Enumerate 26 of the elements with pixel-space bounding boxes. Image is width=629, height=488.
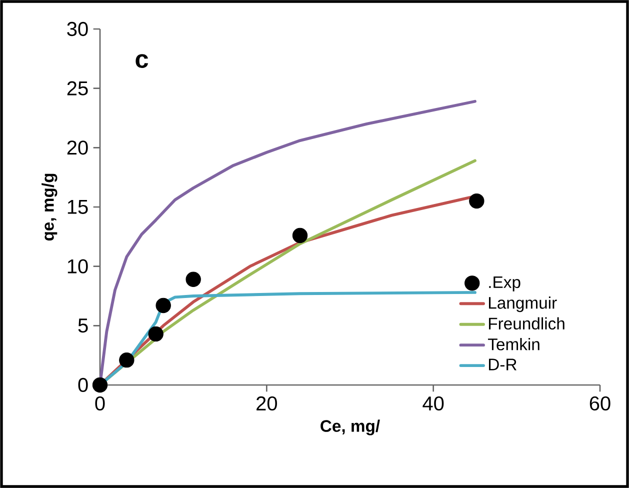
y-tick-label: 10 — [68, 259, 88, 274]
legend-label: Freundlich — [488, 317, 564, 330]
legend-label: Temkin — [488, 338, 540, 350]
legend-label: D-R — [488, 358, 516, 370]
x-tick-label: 40 — [422, 396, 444, 411]
y-tick-label: 25 — [67, 81, 88, 96]
y-tick-label: 5 — [78, 318, 88, 333]
legend-label: .Exp — [489, 276, 520, 292]
point — [186, 272, 201, 287]
point — [292, 228, 308, 244]
y-tick-label: 0 — [78, 378, 88, 392]
point — [119, 352, 134, 368]
legend-label: Langmuir — [488, 296, 557, 312]
y-tick-label: 30 — [67, 22, 88, 36]
x-tick-label: 0 — [95, 396, 105, 411]
x-tick-label: 60 — [590, 396, 610, 411]
point — [148, 326, 164, 342]
y-tick-label: 15 — [68, 200, 88, 214]
x-tick-label: 20 — [256, 396, 277, 411]
y-axis-title: qe, mg/g — [42, 174, 58, 241]
point — [469, 193, 484, 209]
annotation: c — [136, 54, 148, 68]
y-tick-label: 20 — [67, 140, 88, 155]
point — [156, 298, 171, 314]
point — [92, 377, 108, 393]
x-axis-title: Ce, mg/ — [320, 420, 380, 436]
